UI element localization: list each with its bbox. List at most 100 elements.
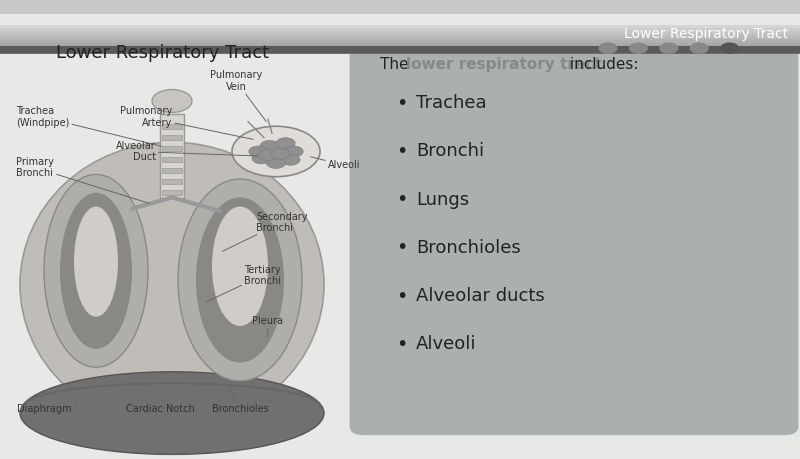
FancyBboxPatch shape bbox=[0, 52, 800, 54]
Text: Trachea: Trachea bbox=[416, 94, 486, 112]
FancyBboxPatch shape bbox=[0, 31, 800, 32]
FancyBboxPatch shape bbox=[0, 43, 800, 44]
FancyBboxPatch shape bbox=[0, 41, 800, 43]
Text: Diaphragm: Diaphragm bbox=[17, 404, 76, 414]
FancyBboxPatch shape bbox=[0, 41, 800, 42]
FancyBboxPatch shape bbox=[162, 168, 182, 173]
Text: Secondary
Bronchi: Secondary Bronchi bbox=[222, 212, 307, 251]
FancyBboxPatch shape bbox=[0, 39, 800, 41]
FancyBboxPatch shape bbox=[0, 37, 800, 39]
Ellipse shape bbox=[74, 207, 118, 317]
FancyBboxPatch shape bbox=[0, 26, 800, 28]
Text: •: • bbox=[396, 335, 407, 354]
Circle shape bbox=[260, 140, 279, 151]
FancyBboxPatch shape bbox=[0, 28, 800, 29]
FancyBboxPatch shape bbox=[0, 42, 800, 43]
Circle shape bbox=[599, 43, 617, 53]
Text: Cardiac Notch: Cardiac Notch bbox=[126, 404, 194, 414]
Text: Alveolar ducts: Alveolar ducts bbox=[416, 287, 545, 305]
FancyBboxPatch shape bbox=[0, 53, 800, 54]
FancyBboxPatch shape bbox=[0, 50, 800, 51]
FancyBboxPatch shape bbox=[162, 179, 182, 184]
Circle shape bbox=[252, 153, 271, 164]
FancyBboxPatch shape bbox=[0, 39, 800, 40]
Circle shape bbox=[721, 43, 738, 53]
Circle shape bbox=[281, 154, 300, 165]
Circle shape bbox=[232, 126, 320, 177]
Ellipse shape bbox=[20, 372, 324, 454]
FancyBboxPatch shape bbox=[0, 33, 800, 34]
Circle shape bbox=[660, 43, 678, 53]
Ellipse shape bbox=[60, 193, 132, 349]
Circle shape bbox=[270, 148, 290, 159]
Circle shape bbox=[266, 157, 286, 168]
Text: Alveoli: Alveoli bbox=[416, 335, 477, 353]
FancyBboxPatch shape bbox=[0, 34, 800, 35]
FancyBboxPatch shape bbox=[0, 43, 800, 45]
Circle shape bbox=[690, 43, 708, 53]
FancyBboxPatch shape bbox=[0, 38, 800, 39]
FancyBboxPatch shape bbox=[0, 30, 800, 32]
FancyBboxPatch shape bbox=[0, 29, 800, 30]
FancyBboxPatch shape bbox=[162, 124, 182, 129]
Text: Trachea
(Windpipe): Trachea (Windpipe) bbox=[16, 106, 162, 146]
FancyBboxPatch shape bbox=[0, 27, 800, 28]
Circle shape bbox=[276, 138, 295, 149]
FancyBboxPatch shape bbox=[0, 14, 800, 459]
FancyBboxPatch shape bbox=[0, 45, 800, 47]
Circle shape bbox=[630, 43, 647, 53]
FancyBboxPatch shape bbox=[0, 43, 800, 45]
Text: Pulmonary
Vein: Pulmonary Vein bbox=[210, 70, 266, 122]
Text: Bronchioles: Bronchioles bbox=[212, 388, 268, 414]
FancyBboxPatch shape bbox=[0, 36, 800, 37]
FancyBboxPatch shape bbox=[0, 25, 800, 27]
FancyBboxPatch shape bbox=[0, 45, 800, 46]
Text: Primary
Bronchi: Primary Bronchi bbox=[16, 157, 150, 203]
FancyBboxPatch shape bbox=[0, 29, 800, 31]
Ellipse shape bbox=[44, 174, 148, 367]
Circle shape bbox=[249, 146, 268, 157]
Text: Tertiary
Bronchi: Tertiary Bronchi bbox=[206, 264, 281, 302]
FancyBboxPatch shape bbox=[162, 157, 182, 162]
FancyBboxPatch shape bbox=[0, 38, 800, 39]
FancyBboxPatch shape bbox=[0, 47, 800, 49]
FancyBboxPatch shape bbox=[0, 35, 800, 36]
Text: Lower Respiratory Tract: Lower Respiratory Tract bbox=[624, 28, 788, 41]
FancyBboxPatch shape bbox=[0, 29, 800, 31]
FancyBboxPatch shape bbox=[0, 28, 800, 29]
Text: Alveolar
Duct: Alveolar Duct bbox=[116, 140, 258, 162]
FancyBboxPatch shape bbox=[0, 27, 800, 28]
FancyBboxPatch shape bbox=[0, 32, 800, 33]
FancyBboxPatch shape bbox=[0, 46, 800, 47]
Ellipse shape bbox=[196, 197, 284, 363]
Text: lower respiratory tract: lower respiratory tract bbox=[406, 57, 602, 73]
FancyBboxPatch shape bbox=[0, 35, 800, 36]
FancyBboxPatch shape bbox=[0, 40, 800, 41]
Ellipse shape bbox=[212, 207, 268, 326]
FancyBboxPatch shape bbox=[0, 48, 800, 50]
FancyBboxPatch shape bbox=[350, 38, 798, 435]
FancyBboxPatch shape bbox=[162, 146, 182, 151]
FancyBboxPatch shape bbox=[0, 49, 800, 50]
Text: Bronchioles: Bronchioles bbox=[416, 239, 521, 257]
Text: Lower Respiratory Tract: Lower Respiratory Tract bbox=[56, 44, 269, 62]
FancyBboxPatch shape bbox=[0, 32, 800, 34]
Circle shape bbox=[258, 150, 278, 161]
Text: Pleura: Pleura bbox=[252, 316, 283, 337]
FancyBboxPatch shape bbox=[0, 47, 800, 48]
FancyBboxPatch shape bbox=[0, 36, 800, 38]
FancyBboxPatch shape bbox=[0, 34, 800, 36]
FancyBboxPatch shape bbox=[0, 44, 800, 45]
Ellipse shape bbox=[152, 90, 192, 112]
FancyBboxPatch shape bbox=[0, 31, 800, 32]
FancyBboxPatch shape bbox=[0, 52, 800, 53]
FancyBboxPatch shape bbox=[160, 114, 184, 198]
FancyBboxPatch shape bbox=[0, 36, 800, 38]
FancyBboxPatch shape bbox=[0, 51, 800, 52]
FancyBboxPatch shape bbox=[0, 28, 800, 29]
FancyBboxPatch shape bbox=[0, 39, 800, 40]
Ellipse shape bbox=[20, 142, 324, 427]
Text: •: • bbox=[396, 190, 407, 209]
Ellipse shape bbox=[178, 179, 302, 381]
FancyBboxPatch shape bbox=[0, 50, 800, 52]
